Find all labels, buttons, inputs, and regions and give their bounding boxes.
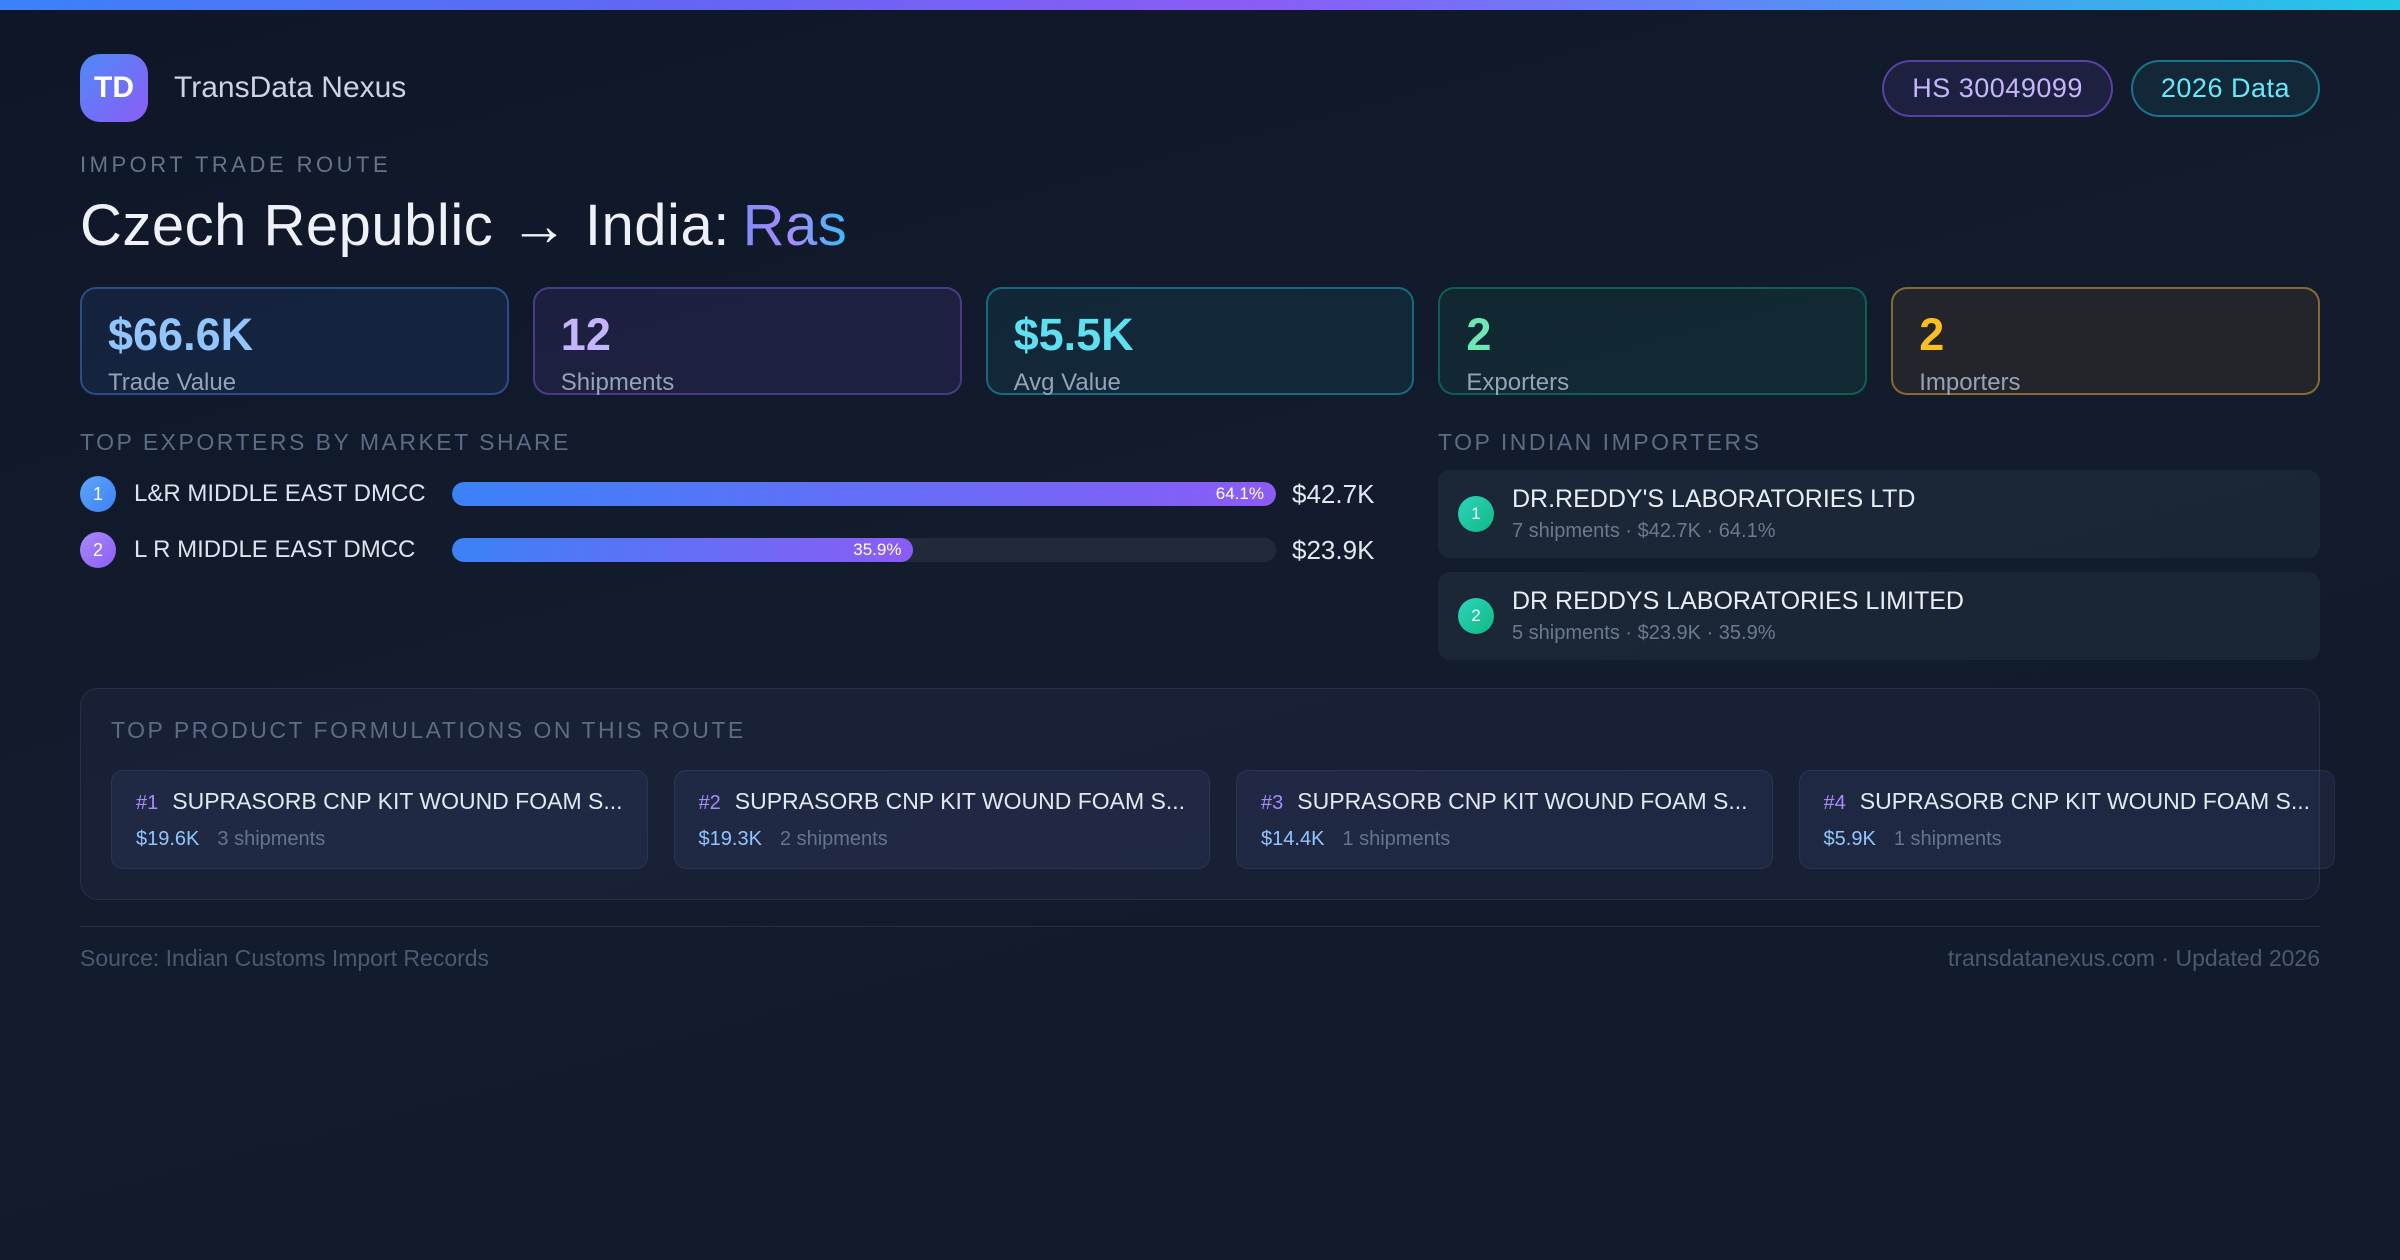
importer-info: DR REDDYS LABORATORIES LIMITED 5 shipmen… xyxy=(1512,587,1964,645)
product-meta-row: $14.4K 1 shipments xyxy=(1261,828,1748,851)
product-title-row: #4 SUPRASORB CNP KIT WOUND FOAM S... xyxy=(1824,788,2311,815)
top-importers-section: TOP INDIAN IMPORTERS 1 DR.REDDY'S LABORA… xyxy=(1438,429,2320,660)
hs-code-badge[interactable]: HS 30049099 xyxy=(1882,59,2113,117)
importer-name: DR.REDDY'S LABORATORIES LTD xyxy=(1512,485,1916,513)
stat-card-trade-value: $66.6K Trade Value xyxy=(80,287,509,396)
product-name: SUPRASORB CNP KIT WOUND FOAM S... xyxy=(172,788,623,814)
importers-heading: TOP INDIAN IMPORTERS xyxy=(1438,429,1762,455)
brand: TD TransData Nexus xyxy=(80,54,406,122)
exporter-value: $23.9K xyxy=(1292,534,1375,565)
market-share-bar-fill: 64.1% xyxy=(452,482,1276,506)
market-share-percent: 35.9% xyxy=(853,540,902,559)
market-share-bar-track: 35.9% xyxy=(452,538,1276,562)
exporter-name: L R MIDDLE EAST DMCC xyxy=(134,536,416,563)
importer-rank: 1 xyxy=(1471,504,1481,523)
product-card[interactable]: #1 SUPRASORB CNP KIT WOUND FOAM S... $19… xyxy=(111,770,648,869)
page-title: Czech Republic → India: Ras xyxy=(80,192,2320,259)
product-value: $19.3K xyxy=(698,828,762,850)
top-exporters-section: TOP EXPORTERS BY MARKET SHARE 1 L&R MIDD… xyxy=(80,429,1384,568)
product-rank: #3 xyxy=(1261,792,1284,814)
product-card[interactable]: #4 SUPRASORB CNP KIT WOUND FOAM S... $5.… xyxy=(1798,770,2336,869)
exporter-rank-badge: 1 xyxy=(80,476,116,512)
exporter-name: L&R MIDDLE EAST DMCC xyxy=(134,480,426,507)
footer-site: transdatanexus.com · Updated 2026 xyxy=(1947,945,2320,971)
product-shipments: 1 shipments xyxy=(1342,828,1451,850)
top-products-section: TOP PRODUCT FORMULATIONS ON THIS ROUTE #… xyxy=(80,688,2336,900)
page-title-accent: Ras xyxy=(742,193,848,258)
product-card[interactable]: #2 SUPRASORB CNP KIT WOUND FOAM S... $19… xyxy=(673,770,1211,869)
importer-rank: 2 xyxy=(1471,606,1481,625)
products-heading: TOP PRODUCT FORMULATIONS ON THIS ROUTE xyxy=(111,717,746,743)
footer: Source: Indian Customs Import Records tr… xyxy=(80,926,2320,972)
product-name: SUPRASORB CNP KIT WOUND FOAM S... xyxy=(1297,788,1748,814)
stat-value: $66.6K xyxy=(108,309,254,360)
footer-source: Source: Indian Customs Import Records xyxy=(80,945,490,971)
stat-cards-row: $66.6K Trade Value 12 Shipments $5.5K Av… xyxy=(80,287,2320,396)
product-value: $19.6K xyxy=(136,828,200,850)
importer-detail: 7 shipments · $42.7K · 64.1% xyxy=(1512,520,1776,542)
app-logo-text: TD xyxy=(94,71,134,104)
stat-label: Avg Value xyxy=(1013,369,1121,396)
exporter-row: 2 L R MIDDLE EAST DMCC 35.9% $23.9K xyxy=(80,532,1384,568)
product-meta-row: $19.6K 3 shipments xyxy=(136,828,623,851)
stat-label: Trade Value xyxy=(108,369,237,396)
product-rank: #4 xyxy=(1823,792,1846,814)
product-title-row: #1 SUPRASORB CNP KIT WOUND FOAM S... xyxy=(136,788,623,815)
page-title-main: Czech Republic → India: xyxy=(80,193,730,258)
product-shipments: 3 shipments xyxy=(217,828,326,850)
stat-value: 12 xyxy=(560,309,611,360)
brand-name: TransData Nexus xyxy=(174,71,407,104)
page: TD TransData Nexus HS 30049099 2026 Data… xyxy=(0,54,2400,972)
stat-card-avg-value: $5.5K Avg Value xyxy=(985,287,1415,396)
header-badges: HS 30049099 2026 Data xyxy=(1882,59,2320,117)
importer-rank-badge: 2 xyxy=(1458,598,1494,634)
stat-value: 2 xyxy=(1919,309,1945,360)
product-shipments: 1 shipments xyxy=(1893,828,2002,850)
stat-label: Exporters xyxy=(1466,369,1570,396)
product-meta-row: $19.3K 2 shipments xyxy=(699,828,1186,851)
product-value: $14.4K xyxy=(1261,828,1325,850)
exporter-row: 1 L&R MIDDLE EAST DMCC 64.1% $42.7K xyxy=(80,476,1384,512)
exporter-value: $42.7K xyxy=(1292,478,1375,509)
route-eyebrow: IMPORT TRADE ROUTE xyxy=(80,152,392,177)
market-share-bar-track: 64.1% xyxy=(452,482,1276,506)
exporter-rank-badge: 2 xyxy=(80,532,116,568)
product-rank: #1 xyxy=(136,792,159,814)
middle-columns: TOP EXPORTERS BY MARKET SHARE 1 L&R MIDD… xyxy=(80,429,2320,660)
product-grid: #1 SUPRASORB CNP KIT WOUND FOAM S... $19… xyxy=(111,770,2336,869)
market-share-percent: 64.1% xyxy=(1215,484,1264,503)
importer-name: DR REDDYS LABORATORIES LIMITED xyxy=(1512,587,1964,615)
importer-detail: 5 shipments · $23.9K · 35.9% xyxy=(1512,622,1776,644)
exporters-heading: TOP EXPORTERS BY MARKET SHARE xyxy=(80,429,571,455)
stat-card-exporters: 2 Exporters xyxy=(1438,287,1868,396)
product-card[interactable]: #3 SUPRASORB CNP KIT WOUND FOAM S... $14… xyxy=(1236,770,1773,869)
stat-card-importers: 2 Importers xyxy=(1891,287,2320,396)
product-shipments: 2 shipments xyxy=(779,828,888,850)
exporter-rank: 2 xyxy=(92,539,103,560)
stat-label: Shipments xyxy=(560,369,675,396)
header: TD TransData Nexus HS 30049099 2026 Data xyxy=(80,54,2320,122)
product-value: $5.9K xyxy=(1823,828,1876,850)
product-title-row: #3 SUPRASORB CNP KIT WOUND FOAM S... xyxy=(1261,788,1748,815)
importer-item[interactable]: 2 DR REDDYS LABORATORIES LIMITED 5 shipm… xyxy=(1438,572,2320,660)
stat-card-shipments: 12 Shipments xyxy=(532,287,962,396)
importer-info: DR.REDDY'S LABORATORIES LTD 7 shipments … xyxy=(1512,485,1915,543)
product-title-row: #2 SUPRASORB CNP KIT WOUND FOAM S... xyxy=(699,788,1186,815)
exporter-rank: 1 xyxy=(92,483,103,504)
product-meta-row: $5.9K 1 shipments xyxy=(1824,828,2311,851)
product-name: SUPRASORB CNP KIT WOUND FOAM S... xyxy=(1859,788,2311,814)
product-rank: #2 xyxy=(698,792,721,814)
year-data-badge[interactable]: 2026 Data xyxy=(2130,59,2320,117)
importer-item[interactable]: 1 DR.REDDY'S LABORATORIES LTD 7 shipment… xyxy=(1438,470,2320,558)
product-name: SUPRASORB CNP KIT WOUND FOAM S... xyxy=(734,788,1186,814)
stat-value: 2 xyxy=(1466,309,1492,360)
importer-rank-badge: 1 xyxy=(1458,496,1494,532)
stat-value: $5.5K xyxy=(1013,309,1134,360)
app-logo: TD xyxy=(80,54,148,122)
market-share-bar-fill: 35.9% xyxy=(452,538,914,562)
top-accent-bar xyxy=(0,0,2400,10)
stat-label: Importers xyxy=(1919,369,2021,396)
